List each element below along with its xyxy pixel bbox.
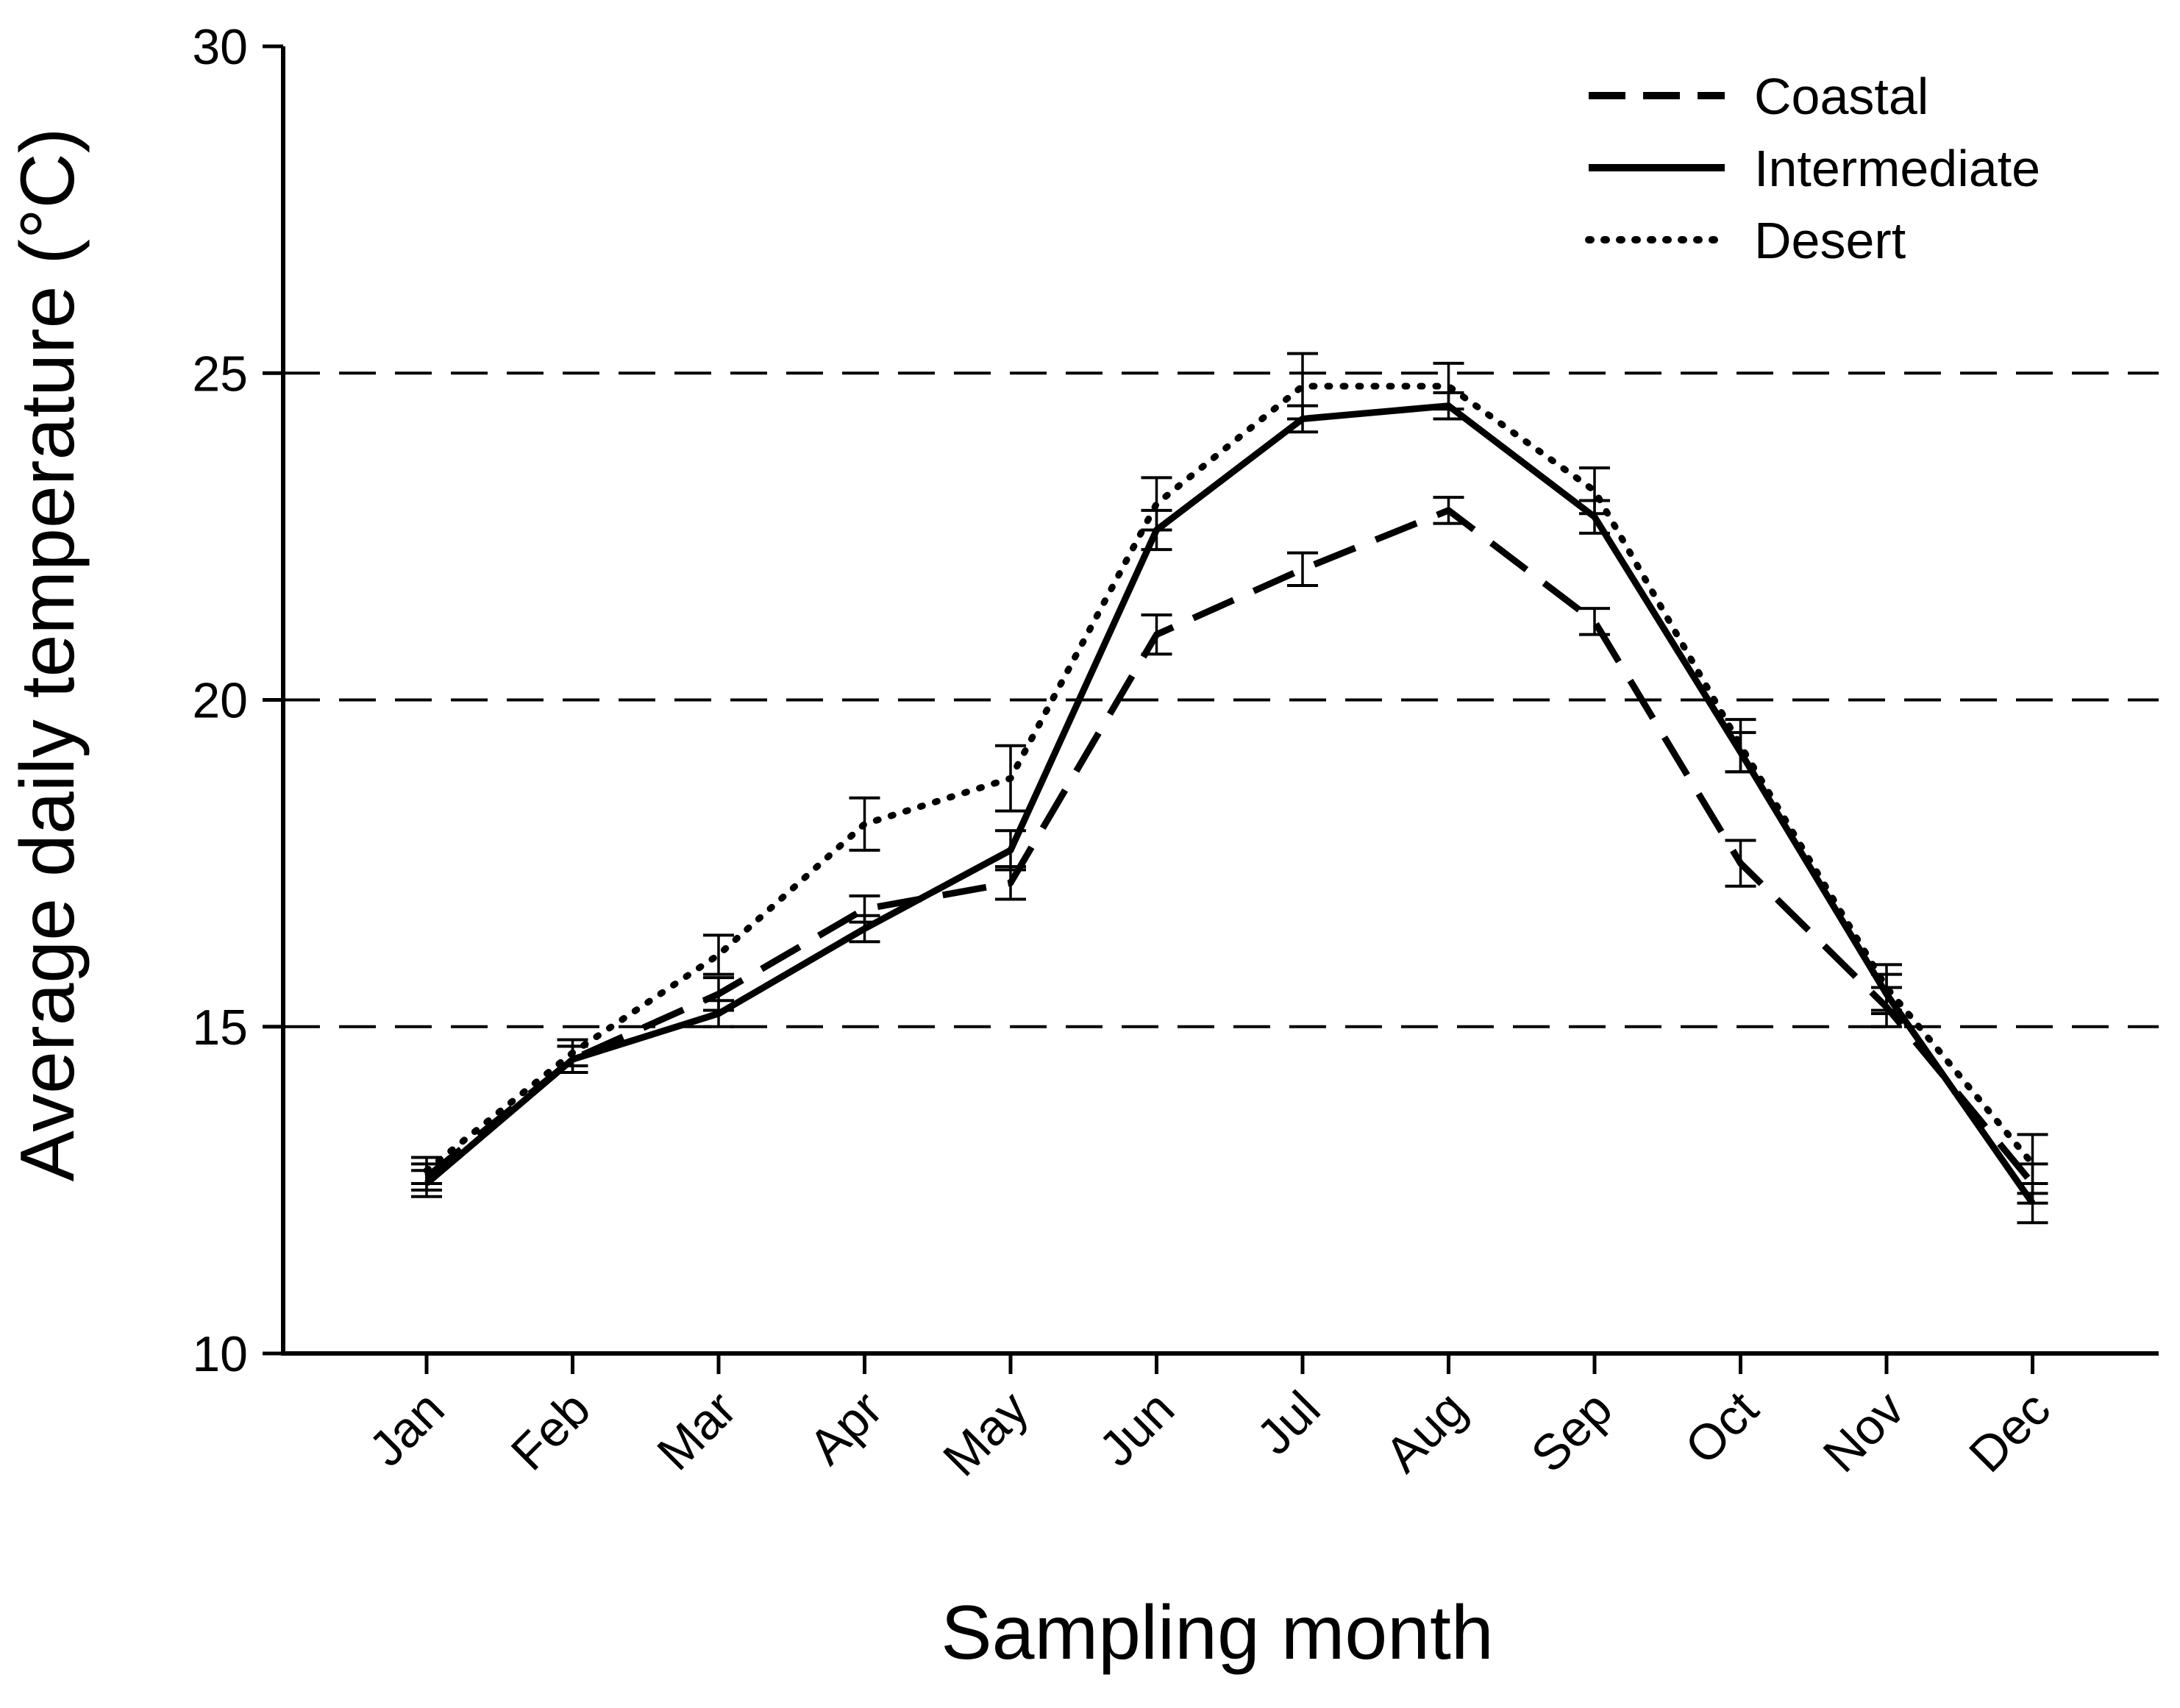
x-tick-label-apr: Apr [799, 1381, 894, 1476]
x-axis-title: Sampling month [941, 1590, 1494, 1676]
x-tick-label-jan: Jan [358, 1381, 455, 1477]
line-intermediate [424, 402, 2036, 1206]
x-tick-label-sep: Sep [1520, 1381, 1622, 1483]
series-desert [411, 352, 2048, 1195]
x-tick-label-jun: Jun [1089, 1381, 1185, 1477]
line-coastal [424, 507, 2035, 1186]
y-axis-title: Average daily temperature (°C) [5, 128, 90, 1182]
y-tick-label-20: 20 [192, 673, 248, 729]
x-tick-label-dec: Dec [1959, 1381, 2061, 1483]
legend-label-desert: Desert [1754, 212, 1906, 269]
x-tick-label-feb: Feb [501, 1381, 602, 1481]
x-tick-label-nov: Nov [1812, 1381, 1914, 1483]
legend: Coastal Intermediate Desert [1585, 68, 2040, 269]
line-desert [423, 382, 2036, 1174]
series-intermediate [411, 391, 2048, 1225]
legend-label-intermediate: Intermediate [1754, 140, 2040, 197]
series-layer [411, 352, 2048, 1225]
y-tick-label-15: 15 [192, 1000, 248, 1056]
reference-lines [283, 371, 2159, 1028]
x-tick-label-oct: Oct [1675, 1381, 1770, 1476]
legend-label-coastal: Coastal [1754, 68, 1928, 125]
x-tick-label-mar: Mar [646, 1381, 747, 1481]
y-tick-label-10: 10 [192, 1326, 248, 1382]
x-tick-label-jul: Jul [1246, 1381, 1331, 1465]
y-tick-label-30: 30 [192, 19, 248, 75]
y-tick-label-25: 25 [192, 346, 248, 402]
x-tick-label-aug: Aug [1375, 1381, 1477, 1483]
x-tick-label-may: May [933, 1381, 1039, 1487]
